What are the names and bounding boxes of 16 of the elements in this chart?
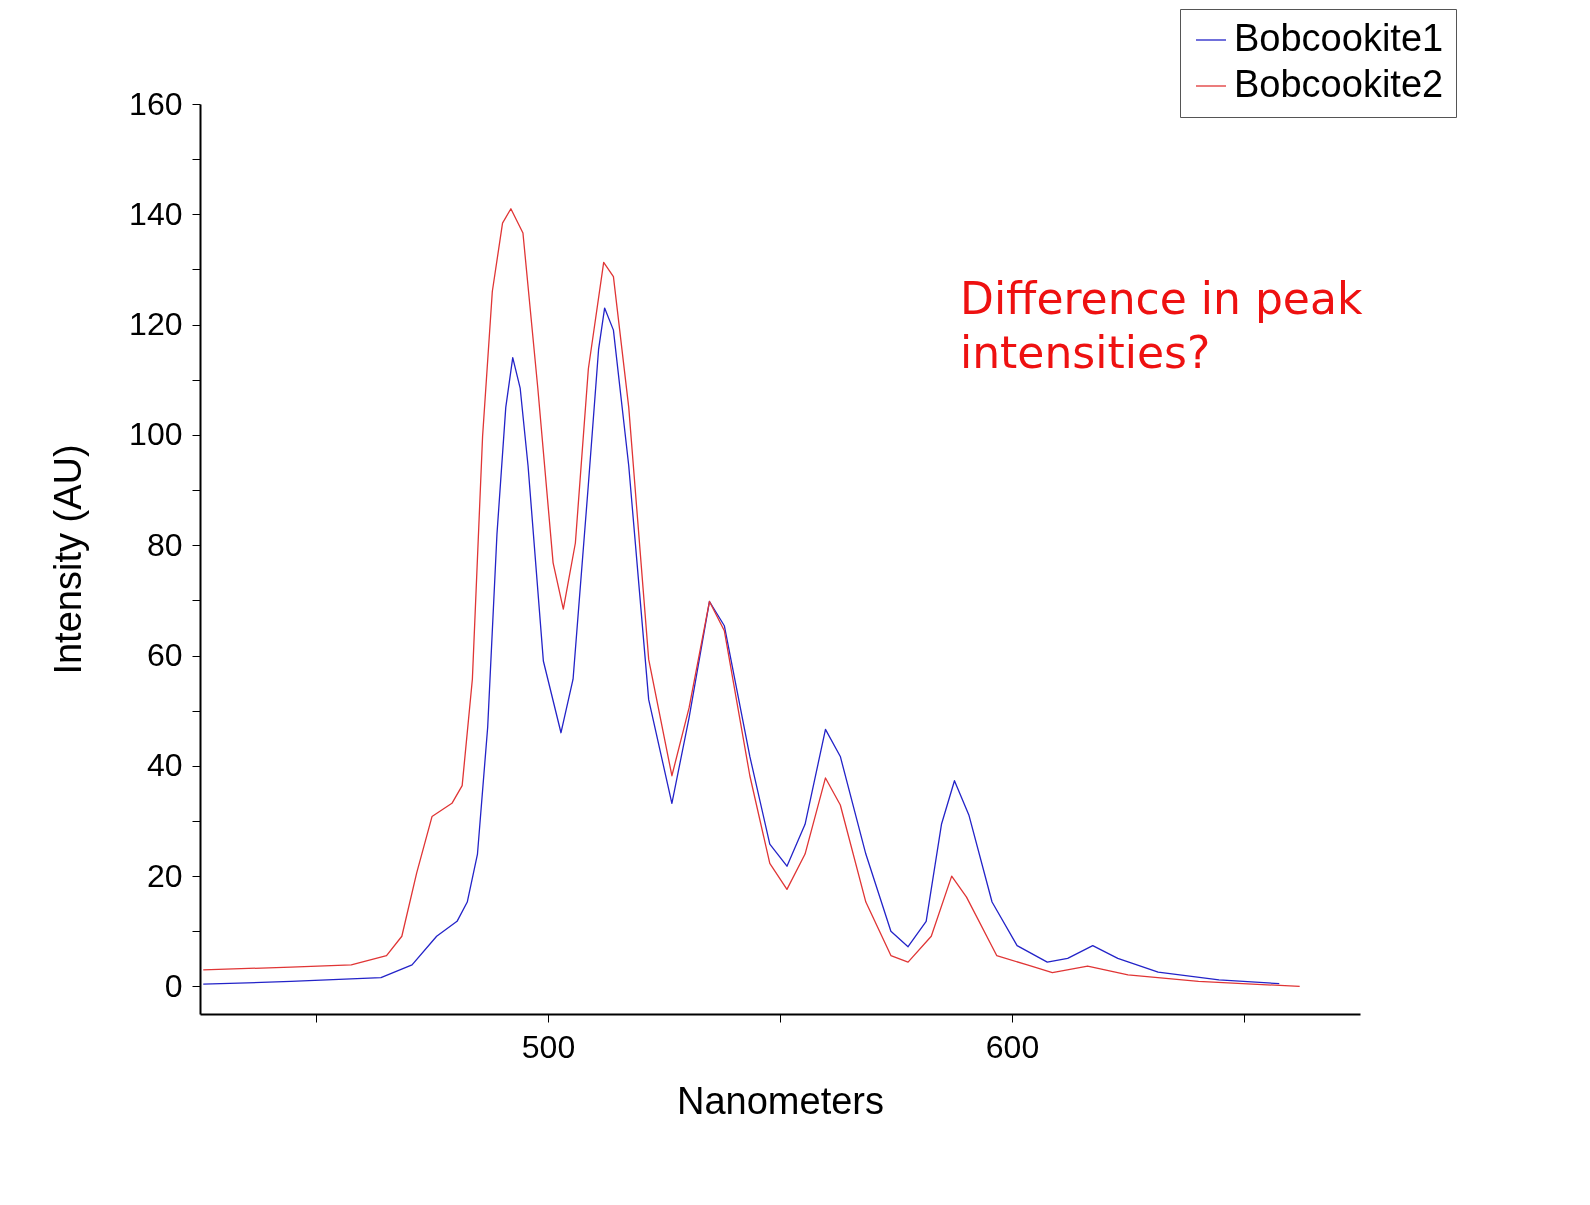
y-tick-label: 20 (146, 857, 183, 894)
y-tick-label: 140 (129, 195, 183, 232)
legend-label: Bobcookite1 (1234, 17, 1444, 59)
x-axis-title: Nanometers (677, 1079, 884, 1122)
y-tick-label: 100 (129, 416, 183, 453)
x-tick-label: 500 (521, 1028, 576, 1065)
annotation: Difference in peak intensities? (960, 273, 1363, 378)
y-axis-title: Intensity (AU) (47, 444, 90, 675)
y-tick-label: 120 (129, 306, 183, 343)
y-tick-label: 60 (146, 637, 183, 674)
y-tick-label: 40 (146, 747, 183, 784)
y-tick-label: 80 (146, 526, 183, 563)
x-tick-label: 600 (985, 1028, 1040, 1065)
legend-label: Bobcookite2 (1234, 63, 1444, 105)
y-tick-label: 0 (164, 967, 183, 1004)
y-tick-label: 160 (129, 85, 183, 122)
